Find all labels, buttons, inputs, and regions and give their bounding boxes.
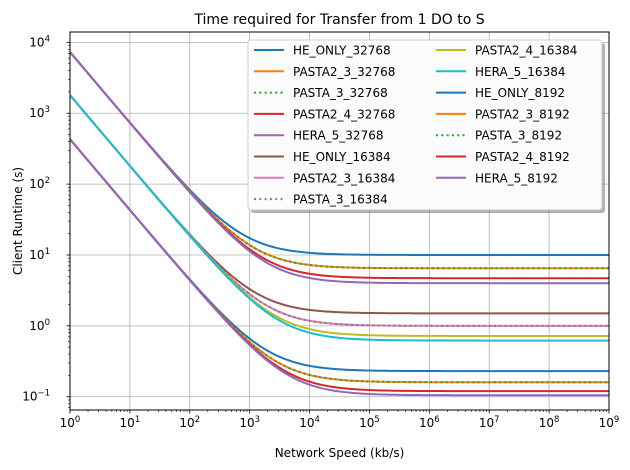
y-tick-label: 102	[29, 176, 50, 191]
legend-label: PASTA2_3_8192	[475, 107, 570, 121]
legend-label: HERA_5_32768	[293, 129, 383, 143]
x-tick-label: 101	[120, 415, 141, 430]
legend-label: HERA_5_8192	[475, 171, 558, 185]
legend-label: PASTA2_3_16384	[293, 171, 395, 185]
y-axis-title: Client Runtime (s)	[11, 167, 25, 275]
y-tick-label: 101	[29, 247, 50, 262]
x-axis-title: Network Speed (kb/s)	[275, 446, 405, 460]
legend-label: HERA_5_16384	[475, 65, 565, 79]
legend-label: HE_ONLY_8192	[475, 86, 565, 100]
series-lines	[70, 51, 609, 397]
y-tick-label: 103	[29, 105, 50, 120]
axis-ticks: 100 101 102 103 104 105 106 107 108 109 10−1 100 101…	[22, 34, 619, 430]
x-tick-label: 104	[299, 415, 320, 430]
legend-label: PASTA_3_8192	[475, 129, 562, 143]
x-tick-label: 103	[239, 415, 260, 430]
legend-label: HE_ONLY_32768	[293, 44, 391, 58]
legend-label: PASTA2_4_8192	[475, 150, 570, 164]
x-tick-label: 109	[599, 415, 620, 430]
x-tick-label: 107	[479, 415, 500, 430]
legend: HE_ONLY_32768 PASTA2_3_32768 PASTA_3_32768…	[247, 39, 605, 213]
x-tick-label: 108	[539, 415, 560, 430]
legend-box	[247, 39, 603, 211]
y-tick-label: 100	[29, 318, 50, 333]
x-tick-label: 102	[179, 415, 200, 430]
chart-title: Time required for Transfer from 1 DO to …	[193, 12, 484, 28]
legend-label: PASTA2_4_32768	[293, 107, 395, 121]
legend-label: PASTA2_4_16384	[475, 44, 577, 58]
x-tick-label: 100	[60, 415, 81, 430]
legend-label: PASTA_3_32768	[293, 86, 388, 100]
y-tick-label: 104	[29, 34, 50, 49]
legend-label: PASTA2_3_32768	[293, 65, 395, 79]
series-line	[70, 138, 609, 397]
series-line	[70, 94, 609, 342]
legend-label: PASTA_3_16384	[293, 193, 388, 207]
x-tick-label: 106	[419, 415, 440, 430]
y-tick-label: 10−1	[22, 389, 50, 404]
x-tick-label: 105	[359, 415, 380, 430]
series-line	[70, 51, 609, 285]
legend-label: HE_ONLY_16384	[293, 150, 391, 164]
